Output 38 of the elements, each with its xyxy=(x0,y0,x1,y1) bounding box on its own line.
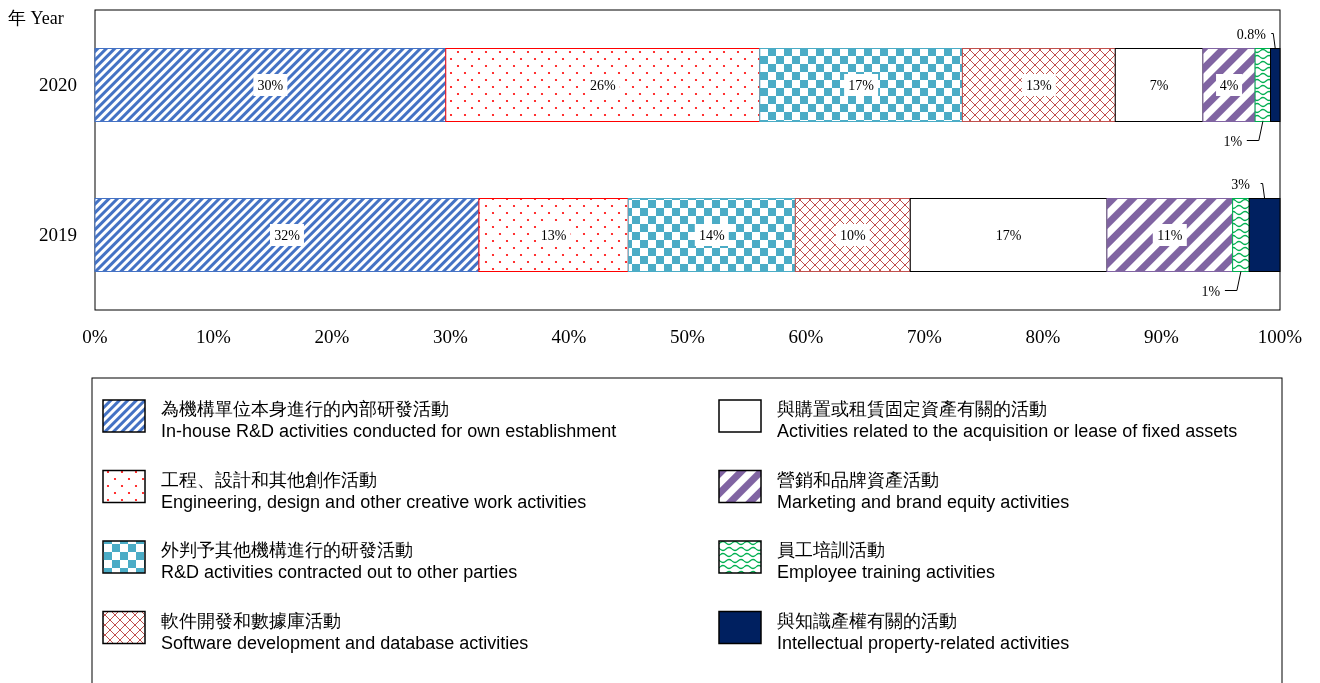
x-tick-label: 10% xyxy=(196,326,232,347)
legend-label: 營銷和品牌資產活動 Marketing and brand equity activities xyxy=(777,469,1070,512)
legend-label: 外判予其他機構進行的研發活動 R&D activities contracted out to other parties xyxy=(161,540,518,582)
y-axis-title: 年 Year xyxy=(8,8,64,28)
legend-label: 與購置或租賃固定資產有關的活動 Activities related to the acquisition or lease of fixed assets xyxy=(777,399,1238,441)
data-label: 17% xyxy=(995,228,1022,243)
data-label: 7% xyxy=(1149,78,1169,93)
legend-label: 軟件開發和數據庫活動 Software development and database activities xyxy=(161,610,529,653)
data-label: 26% xyxy=(589,78,616,93)
data-label: 3% xyxy=(1231,176,1251,192)
data-label: 4% xyxy=(1219,78,1239,93)
x-tick-label: 90% xyxy=(1144,326,1180,347)
x-tick-label: 40% xyxy=(551,326,587,347)
x-tick-label: 60% xyxy=(788,326,824,347)
data-label: 14% xyxy=(698,228,725,243)
data-label: 13% xyxy=(1026,78,1053,93)
legend-label: 工程、設計和其他創作活動 Engineering, design and other creative work activities xyxy=(161,469,587,512)
legend-label: 與知識產權有關的活動 Intellectual property-related activities xyxy=(777,610,1070,653)
data-label: 0.8% xyxy=(1236,26,1267,42)
legend-label: 為機構單位本身進行的內部研發活動 In-house R&D activities conducted for own establishment xyxy=(161,399,617,441)
data-label: 13% xyxy=(540,228,567,243)
x-tick-label: 20% xyxy=(314,326,350,347)
data-label: 17% xyxy=(848,78,875,93)
x-tick-label: 50% xyxy=(670,326,706,347)
data-label: 1% xyxy=(1201,283,1221,299)
y-tick-label: 2019 xyxy=(39,224,77,245)
x-tick-label: 70% xyxy=(907,326,943,347)
legend-label: 員工培訓活動 Employee training activities xyxy=(777,540,996,582)
x-tick-label: 30% xyxy=(433,326,469,347)
x-tick-label: 0% xyxy=(82,326,108,347)
y-tick-label: 2020 xyxy=(39,74,77,95)
data-label: 11% xyxy=(1157,228,1183,243)
data-label: 10% xyxy=(839,228,866,243)
data-label: 30% xyxy=(257,78,284,93)
x-tick-label: 80% xyxy=(1025,326,1061,347)
x-tick-label: 100% xyxy=(1257,326,1303,347)
data-label: 1% xyxy=(1223,133,1243,149)
data-label: 32% xyxy=(274,228,301,243)
